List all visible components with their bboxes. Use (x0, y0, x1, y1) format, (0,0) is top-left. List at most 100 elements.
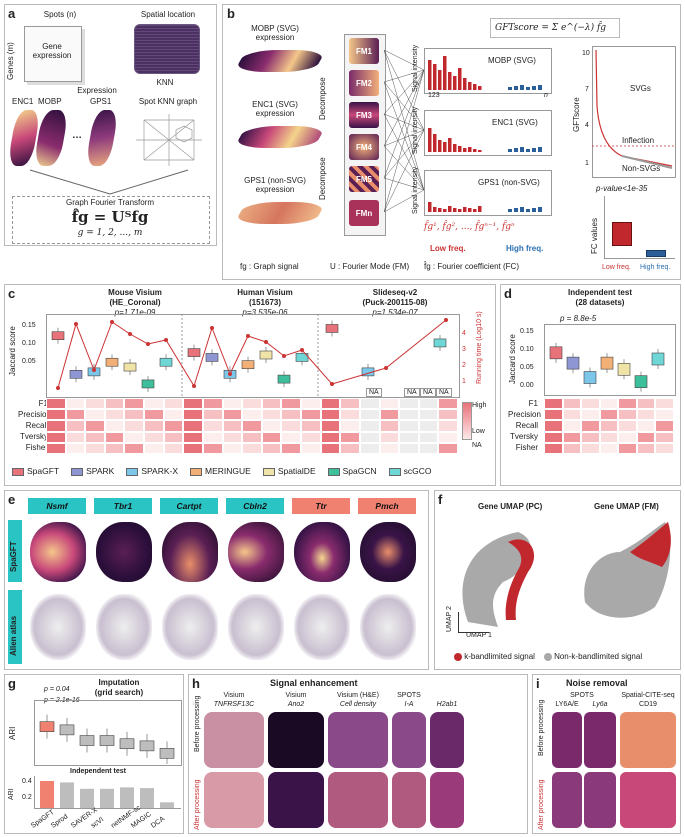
legend-label: SPARK-X (141, 466, 178, 476)
heatmap-cell (242, 420, 262, 432)
heatmap-cell (301, 442, 321, 454)
f-legend-k: k-bandlimited signal (464, 652, 535, 661)
genes-label: Genes (m) (6, 42, 15, 80)
metric-label: Fisher (25, 443, 48, 452)
bar-title-enc1: ENC1 (SVG) (492, 118, 538, 127)
heatmap-cell (202, 431, 223, 443)
heatmap-cell (618, 442, 637, 454)
h-after-map (392, 772, 426, 828)
legend-swatch (190, 467, 202, 476)
panel-a-arrows (29, 169, 189, 195)
panel-f-label: f (438, 492, 443, 507)
panel-g-label: g (8, 676, 16, 691)
heatmap-cell (183, 431, 203, 443)
signal-bar-high (508, 87, 512, 90)
e-spagft-map (30, 522, 86, 582)
legend-item: MERINGUE (190, 466, 251, 476)
expression-matrix (24, 26, 82, 82)
c-runtime-point (444, 318, 448, 322)
heatmap-cell (599, 431, 619, 443)
heatmap-cell (636, 431, 656, 443)
heatmap-cell (222, 420, 243, 432)
e-allen-atlas (30, 594, 86, 660)
g-ind-bar (120, 787, 134, 808)
fm-4: FM4 (349, 134, 379, 160)
e-gene-chip: Cartpt (160, 498, 218, 514)
metric-label: F1 (528, 399, 538, 408)
gft-formula: f̂g = Uᵀfg (71, 208, 149, 226)
legend-item: SPARK (71, 466, 114, 476)
non-svgs-label: Non-SVGs (622, 164, 661, 173)
signal-bar (473, 209, 477, 212)
signal-bar-high (520, 207, 524, 212)
heatmap-cell (599, 442, 619, 454)
heatmap-cell (599, 409, 619, 421)
fm-1: FM1 (349, 38, 379, 64)
heatmap-cell (544, 409, 563, 421)
fm-2: FM2 (349, 70, 379, 96)
heatmap-cell (399, 420, 419, 432)
g-ind-bar (60, 782, 74, 808)
gene-label-gps1: GPS1 (90, 97, 112, 106)
heatmap-cell (281, 420, 302, 432)
heatmap-cell (581, 442, 600, 454)
spots-label: Spots (n) (43, 10, 77, 19)
g-ind-bar (80, 788, 94, 808)
g-ind-bar (160, 802, 174, 808)
signal-bar-high (514, 86, 518, 90)
heatmap-cell (222, 409, 243, 421)
signal-bar (458, 146, 462, 152)
heatmap-cell (124, 442, 145, 454)
d-ytick-015: 0.15 (520, 328, 534, 335)
g-ind-title: Independent test (70, 768, 127, 775)
metric-label: Tversky (510, 432, 538, 441)
heatmap-cell (359, 431, 380, 443)
c-dataset-p: p=1.71e-09 (114, 308, 156, 317)
heatmap-cell (438, 409, 458, 421)
h-after-map (268, 772, 324, 828)
panel-i-label: i (536, 676, 540, 691)
expression-arrow-label: Expression (77, 86, 117, 95)
heatmap-cell (320, 420, 341, 432)
heatmap-cell (340, 420, 360, 432)
heatmap-cell (438, 420, 458, 432)
c-dataset-title: Mouse Visium (108, 288, 162, 297)
heatmap-cell (144, 398, 164, 410)
heatmap-cell (144, 409, 164, 421)
c-box (159, 357, 173, 367)
d-ytick-005: 0.05 (520, 364, 534, 371)
signal-bar (438, 140, 442, 152)
heatmap-cell (359, 420, 380, 432)
c-box (433, 338, 447, 348)
g-ind-ytick-02: 0.2 (22, 794, 32, 801)
gft-box (12, 196, 210, 244)
c-box (69, 369, 83, 379)
h-col-label1: Visium (H&E) (337, 692, 379, 699)
fm-3: FM3 (349, 102, 379, 128)
umap-pc (462, 532, 535, 627)
heatmap-cell (581, 398, 600, 410)
heatmap-cell (85, 442, 105, 454)
pvalue-label: p-value<1e-35 (596, 184, 648, 193)
g-ind-ylabel: ARI (8, 788, 15, 800)
c-na-2: NA (404, 388, 420, 397)
signal-bar-high (526, 209, 530, 212)
heatmap-cell (242, 398, 262, 410)
heatmap-cell (636, 398, 656, 410)
metric-label: Fisher (515, 443, 538, 452)
heatmap-cell (65, 409, 86, 421)
bar-title-gps1: GPS1 (non-SVG) (478, 178, 540, 187)
heatmap-cell (636, 420, 656, 432)
fc-xtick-low: Low freq. (602, 264, 631, 271)
heatmap-cell (163, 442, 184, 454)
signal-intensity-1: Signal intensity (412, 44, 419, 92)
d-plot-frame (544, 324, 676, 396)
c-dataset-sub: (HE_Coronal) (109, 298, 161, 307)
c-dataset-sub: (Puck-200115-08) (362, 298, 428, 307)
heatmap-cell (544, 442, 563, 454)
f-umap2-left: UMAP 2 (446, 606, 453, 632)
c-dataset-p: p=1.534e-07 (372, 308, 418, 317)
signal-bar (448, 138, 452, 152)
decompose-1: Decompose (318, 77, 327, 120)
signal-bar-high (520, 85, 524, 90)
